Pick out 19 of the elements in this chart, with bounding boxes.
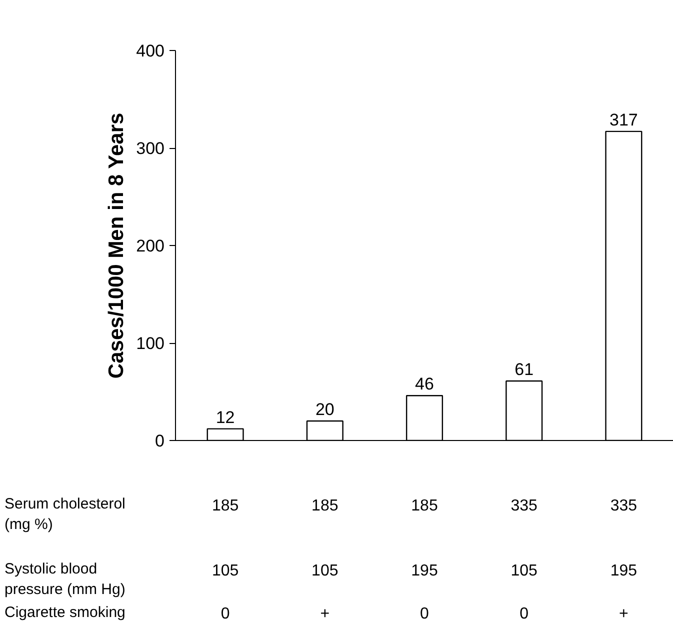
category-label: 335 195 + [610,498,638,622]
text: Systolic blood pressure (mm Hg) [4,560,126,598]
data-label: 317 [610,110,638,130]
y-tick-label: 400 [136,42,165,60]
text: Serum cholesterol (mg %) [4,496,126,533]
data-label: 61 [514,360,534,380]
y-tick-label: 300 [136,139,165,158]
y-tick-label: 100 [136,334,165,353]
category-label: 185 105 + [312,498,338,622]
category-label: 185 195 0 [411,498,438,622]
y-tick-label: 200 [136,236,165,256]
y-axis-title: Cases/1000 Men in 8 Years [105,112,128,379]
data-label: 46 [415,374,434,394]
category-label: 335 105 0 [510,498,538,622]
y-tick-label: 0 [155,432,165,450]
data-label: 20 [315,400,334,419]
category-label: 185 105 0 [212,498,239,622]
text: Cigarette smoking [4,604,126,621]
data-label: 12 [216,408,235,427]
